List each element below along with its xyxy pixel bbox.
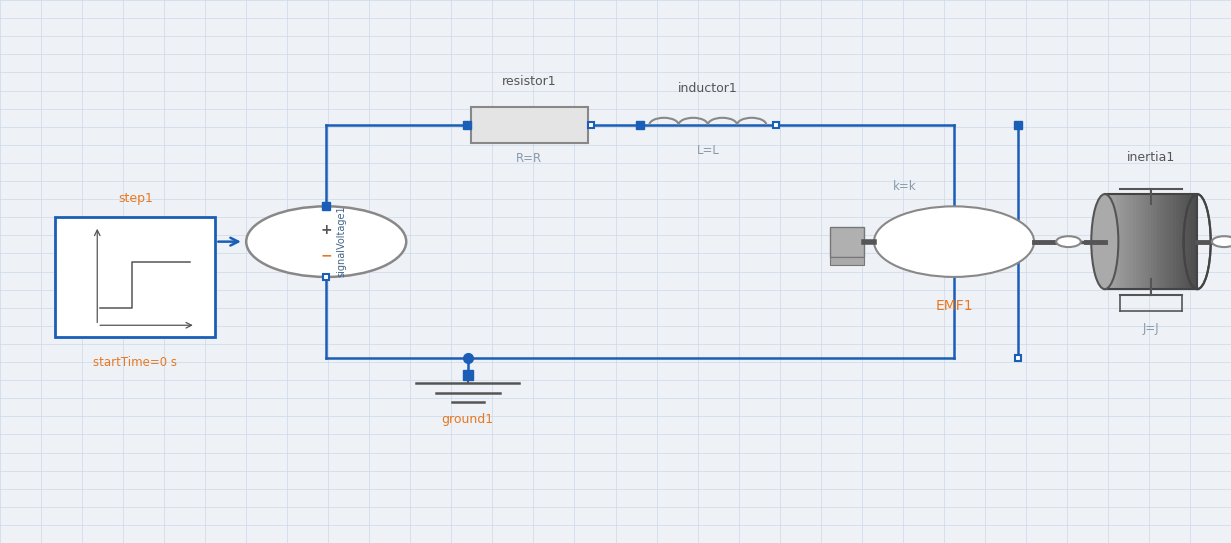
Bar xyxy=(1188,194,1192,289)
Bar xyxy=(1120,194,1124,289)
Bar xyxy=(830,227,864,256)
Ellipse shape xyxy=(1091,194,1118,289)
Bar xyxy=(1147,194,1152,289)
Bar xyxy=(1114,194,1118,289)
Bar xyxy=(1108,194,1113,289)
Bar xyxy=(1145,194,1150,289)
Text: J=J: J=J xyxy=(1142,321,1160,334)
Bar xyxy=(1157,194,1161,289)
Circle shape xyxy=(246,206,406,277)
Text: R=R: R=R xyxy=(516,153,543,165)
Bar xyxy=(1179,194,1183,289)
Bar xyxy=(1182,194,1185,289)
Text: +: + xyxy=(320,223,332,237)
Bar xyxy=(1124,194,1128,289)
Bar xyxy=(1163,194,1167,289)
Bar xyxy=(470,108,588,143)
Bar xyxy=(1155,194,1158,289)
Bar xyxy=(1194,194,1199,289)
Text: startTime=0 s: startTime=0 s xyxy=(94,356,177,369)
Bar xyxy=(55,217,215,337)
Text: signalVoltage1: signalVoltage1 xyxy=(336,206,346,277)
Circle shape xyxy=(1213,236,1231,247)
Text: step1: step1 xyxy=(118,192,153,205)
Circle shape xyxy=(1056,236,1081,247)
Bar xyxy=(1133,194,1136,289)
Text: L=L: L=L xyxy=(697,144,719,157)
Bar xyxy=(1126,194,1130,289)
Text: resistor1: resistor1 xyxy=(502,75,556,89)
Text: EMF1: EMF1 xyxy=(936,299,972,313)
Bar xyxy=(1135,194,1140,289)
Bar xyxy=(1118,194,1121,289)
Bar xyxy=(1176,194,1179,289)
Bar xyxy=(1130,194,1134,289)
Text: k=k: k=k xyxy=(892,180,917,193)
Text: −: − xyxy=(320,248,332,262)
Bar xyxy=(1105,194,1197,289)
Circle shape xyxy=(874,206,1034,277)
Bar xyxy=(1169,194,1173,289)
Bar xyxy=(1112,194,1115,289)
Bar xyxy=(1105,194,1109,289)
Bar xyxy=(1192,194,1195,289)
Text: inertia1: inertia1 xyxy=(1126,151,1176,164)
Bar xyxy=(1173,194,1177,289)
Bar xyxy=(1167,194,1171,289)
Bar xyxy=(1139,194,1142,289)
Bar xyxy=(1161,194,1165,289)
Bar xyxy=(1151,194,1155,289)
Bar xyxy=(830,257,864,265)
Text: inductor1: inductor1 xyxy=(678,82,737,95)
Text: ground1: ground1 xyxy=(442,413,494,426)
Bar xyxy=(1142,194,1146,289)
Bar xyxy=(1184,194,1189,289)
